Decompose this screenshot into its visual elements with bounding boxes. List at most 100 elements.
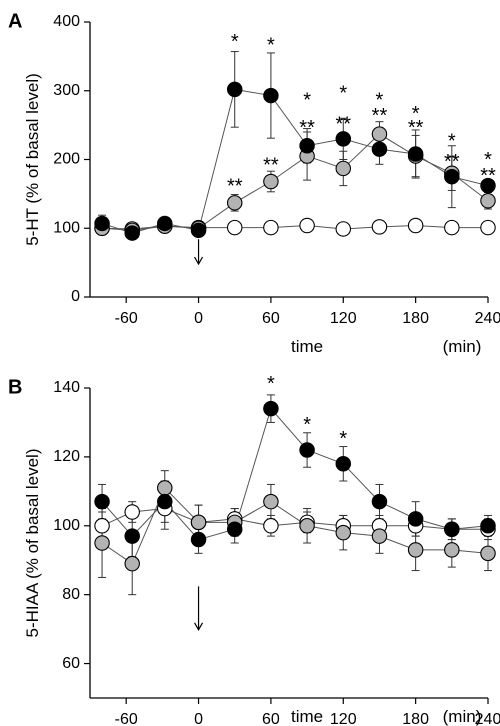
data-point bbox=[371, 528, 388, 544]
data-point bbox=[407, 511, 424, 527]
significance-label: * bbox=[484, 149, 492, 171]
x-tick-label: 180 bbox=[402, 310, 429, 327]
data-point bbox=[407, 542, 424, 558]
data-point bbox=[263, 493, 279, 510]
y-axis-title: 5-HIAA (% of basal level) bbox=[23, 449, 42, 638]
significance-label: * bbox=[231, 31, 239, 53]
data-point bbox=[190, 222, 207, 239]
significance-label: * bbox=[303, 89, 311, 111]
x-tick-label: 240 bbox=[475, 711, 500, 726]
y-tick-label: 300 bbox=[53, 82, 80, 99]
y-axis-title: 5-HT (% of basal level) bbox=[23, 73, 42, 246]
data-point bbox=[371, 141, 388, 157]
y-tick-label: 100 bbox=[53, 219, 80, 236]
significance-label: ** bbox=[372, 105, 388, 127]
data-point bbox=[480, 193, 496, 209]
x-tick-label: 240 bbox=[475, 310, 500, 327]
data-point bbox=[157, 480, 173, 496]
data-point bbox=[335, 221, 352, 237]
data-point bbox=[226, 521, 243, 537]
data-point bbox=[124, 528, 140, 544]
data-point bbox=[480, 545, 496, 562]
data-point bbox=[190, 531, 207, 548]
data-point bbox=[299, 138, 315, 154]
y-tick-label: 80 bbox=[62, 586, 80, 603]
data-point bbox=[444, 168, 460, 185]
significance-label: * bbox=[339, 428, 347, 450]
data-point bbox=[263, 87, 279, 104]
significance-label: * bbox=[303, 414, 311, 436]
data-point bbox=[371, 126, 388, 142]
data-point bbox=[299, 518, 315, 534]
data-point bbox=[94, 215, 110, 232]
x-tick-label: 120 bbox=[330, 711, 357, 726]
x-axis-title: time bbox=[291, 337, 323, 356]
data-point bbox=[371, 219, 388, 235]
significance-label: ** bbox=[335, 113, 351, 135]
significance-label: ** bbox=[263, 155, 279, 177]
x-axis-title: time bbox=[291, 707, 323, 726]
data-point bbox=[124, 225, 140, 241]
data-point bbox=[263, 518, 279, 534]
panel-a: A 0 100 200 300 400 -60 0 60 120 180 240 5-HT (% of … bbox=[8, 10, 500, 356]
y-tick-label: 400 bbox=[53, 13, 80, 30]
injection-arrow-head bbox=[194, 622, 204, 632]
data-point bbox=[335, 131, 352, 147]
data-point bbox=[94, 518, 110, 534]
significance-label: ** bbox=[299, 117, 315, 139]
x-tick-label: -60 bbox=[115, 310, 138, 327]
data-point bbox=[263, 219, 279, 236]
significance-label: * bbox=[267, 373, 275, 395]
data-point bbox=[157, 215, 173, 232]
x-axis-unit: (min) bbox=[443, 707, 482, 726]
data-point bbox=[226, 195, 243, 211]
data-point bbox=[444, 219, 460, 236]
data-point bbox=[480, 219, 496, 236]
significance-label: ** bbox=[480, 165, 496, 187]
significance-label: ** bbox=[227, 175, 243, 197]
x-tick-label: 120 bbox=[330, 310, 357, 327]
series-line bbox=[101, 407, 489, 541]
data-point bbox=[480, 177, 496, 194]
data-point bbox=[94, 493, 110, 510]
data-point bbox=[335, 160, 352, 177]
data-point bbox=[407, 146, 424, 162]
data-point bbox=[263, 400, 279, 417]
y-tick-label: 0 bbox=[71, 288, 80, 305]
data-point bbox=[335, 456, 352, 472]
panel-label: B bbox=[8, 376, 22, 398]
significance-label: * bbox=[339, 82, 347, 104]
significance-label: * bbox=[267, 34, 275, 56]
x-tick-label: 60 bbox=[262, 711, 280, 726]
data-point bbox=[407, 217, 424, 234]
data-point bbox=[444, 542, 460, 558]
significance-label: * bbox=[448, 131, 456, 153]
significance-label: * bbox=[412, 103, 420, 125]
significance-label: ** bbox=[408, 117, 424, 139]
x-tick-label: 0 bbox=[194, 310, 203, 327]
series-line bbox=[102, 133, 489, 231]
data-point bbox=[94, 535, 110, 551]
significance-label: ** bbox=[444, 151, 460, 173]
data-point bbox=[444, 521, 460, 537]
data-point bbox=[124, 555, 140, 572]
x-axis-unit: (min) bbox=[443, 337, 482, 356]
injection-arrow-head bbox=[194, 256, 204, 266]
x-tick-label: 60 bbox=[262, 310, 280, 327]
data-point bbox=[299, 442, 315, 458]
y-tick-label: 120 bbox=[53, 448, 80, 465]
data-point bbox=[124, 504, 140, 520]
y-tick-label: 100 bbox=[53, 517, 80, 534]
data-point bbox=[371, 493, 388, 510]
data-point bbox=[190, 514, 207, 531]
data-point bbox=[226, 81, 243, 98]
data-point bbox=[263, 173, 279, 190]
data-point bbox=[226, 219, 243, 236]
data-point bbox=[335, 524, 352, 541]
panel-b: B 60 80 100 120 140 -60 0 60 120 180 240 5-HIAA (% o… bbox=[8, 373, 500, 726]
x-tick-label: 180 bbox=[402, 711, 429, 726]
series-line bbox=[101, 88, 489, 234]
data-point bbox=[299, 217, 315, 234]
y-tick-label: 200 bbox=[53, 151, 80, 168]
